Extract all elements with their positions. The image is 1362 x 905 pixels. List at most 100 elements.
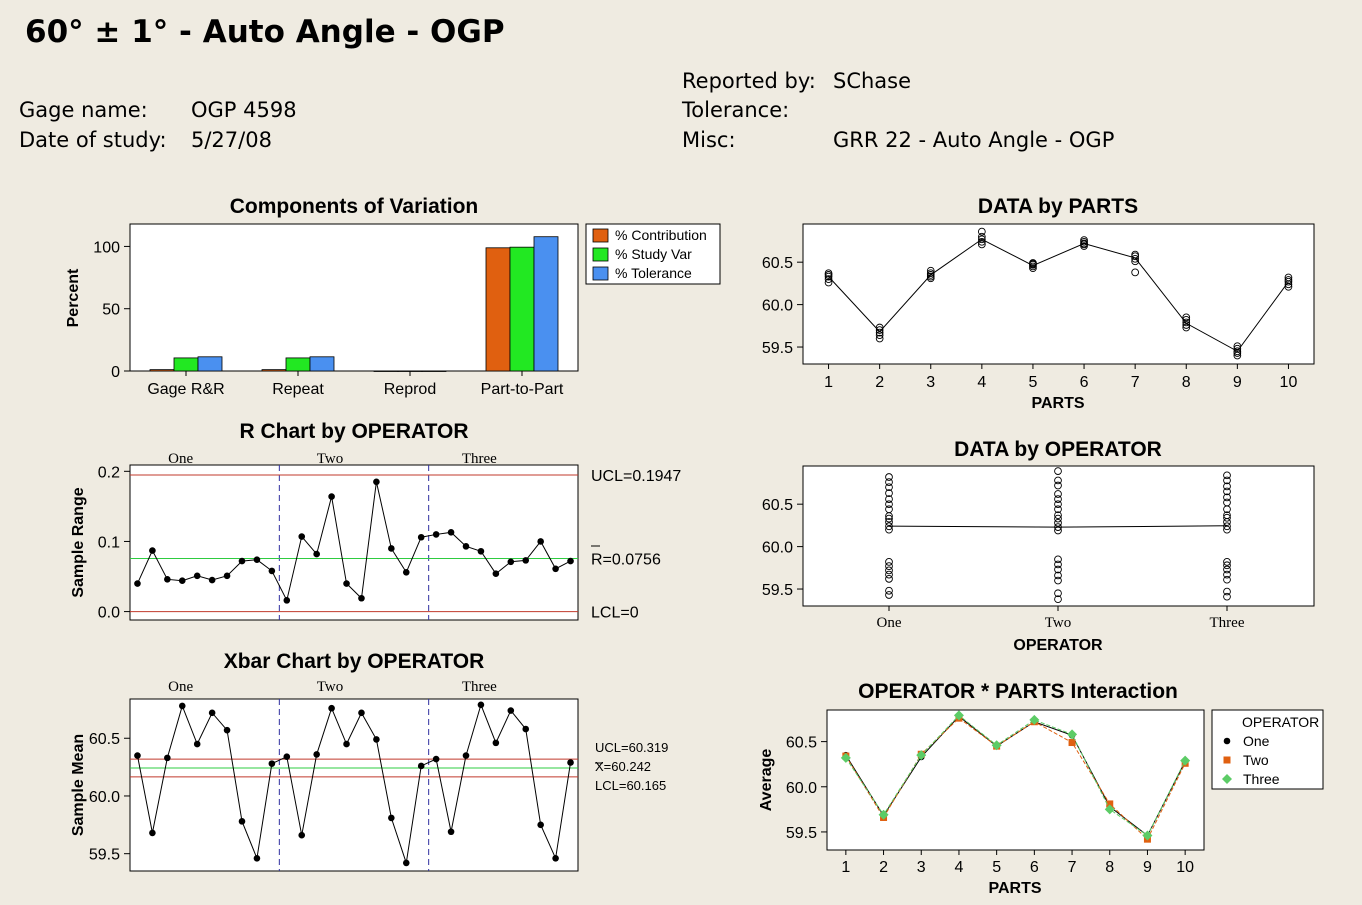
rchart-group-label: Three [462, 451, 497, 467]
byoperator-point [1054, 495, 1062, 503]
components-bar [421, 370, 447, 372]
byoperator-point [1223, 525, 1231, 534]
rchart-point [522, 557, 530, 564]
rchart-ylabel: Sample Range [70, 487, 87, 597]
rchart-point [552, 565, 559, 573]
tolerance-label: Tolerance: [682, 98, 790, 122]
rchart-point [462, 543, 470, 550]
interaction-ytick-label: 60.0 [786, 780, 817, 797]
xbar-point [492, 739, 500, 747]
byparts-point [875, 328, 884, 337]
byparts-xtick-label: 7 [1131, 374, 1140, 391]
byoperator-plot-area [802, 465, 1315, 607]
interaction-point [991, 740, 1002, 751]
components-bar [285, 357, 311, 372]
xbar-point [298, 831, 306, 839]
byparts-plot-area [802, 223, 1315, 365]
xbar-group-label: One [168, 679, 193, 695]
byoperator-point [1054, 467, 1062, 475]
interaction-xtick-label: 5 [992, 859, 1001, 876]
components-bar [485, 247, 511, 372]
components-legend-label: % Study Var [615, 246, 692, 262]
byoperator-point [1054, 589, 1062, 598]
xbar-point [208, 709, 216, 717]
interaction-point [1067, 729, 1078, 740]
interaction-legend-marker [1223, 737, 1231, 745]
interaction-point [1142, 830, 1153, 841]
interaction-legend-marker [1222, 774, 1232, 784]
interaction-ytick-label: 60.5 [786, 735, 817, 752]
interaction-point [916, 750, 927, 761]
rchart-point [402, 569, 410, 576]
components-bar [149, 369, 175, 372]
components-ytick-label: 50 [102, 302, 120, 319]
components-legend-swatch [592, 247, 609, 262]
components-legend-swatch [592, 266, 609, 281]
xbar-point [522, 725, 530, 733]
xbar-point [328, 704, 335, 712]
byparts-xtick-label: 9 [1233, 374, 1242, 391]
interaction-xtick-label: 10 [1176, 859, 1194, 876]
rchart-center-label: R=0.0756 [591, 552, 661, 569]
interaction-ytick-label: 59.5 [786, 825, 817, 842]
xbar-point [432, 755, 440, 763]
interaction-point [1180, 755, 1191, 766]
byparts-point [1182, 323, 1191, 332]
byoperator-point [1054, 560, 1062, 569]
byoperator-point [885, 495, 893, 503]
xbar-ucl-label: UCL=60.319 [595, 740, 668, 755]
byparts-point [1029, 259, 1037, 267]
components-ytick-label: 0 [111, 364, 120, 381]
rchart-plot-area [129, 464, 579, 621]
byoperator-point [885, 478, 893, 486]
rchart-point [283, 597, 291, 604]
byoperator-xtick-label: One [877, 615, 902, 631]
byoperator-point [1054, 505, 1062, 514]
interaction-legend-marker [1223, 756, 1231, 764]
interaction-legend-title: OPERATOR [1242, 714, 1319, 730]
xbar-ylabel: Sample Mean [70, 734, 87, 836]
byoperator-point [885, 566, 893, 575]
interaction-title: OPERATOR * PARTS Interaction [858, 680, 1178, 703]
byparts-point [977, 232, 986, 241]
xbar-point [253, 855, 261, 862]
components-bar [397, 370, 423, 372]
byparts-xtick-label: 1 [824, 374, 833, 391]
byparts-point [1233, 347, 1242, 356]
rchart-group-label: One [168, 451, 193, 467]
xbar-point [223, 726, 231, 734]
xbar-point [178, 702, 186, 710]
byoperator-point [1054, 518, 1062, 527]
byoperator-ytick-label: 59.5 [762, 582, 793, 599]
xbar-point [283, 753, 291, 761]
rchart-point [238, 557, 246, 565]
components-ylabel: Percent [65, 268, 82, 327]
rchart-point [193, 572, 201, 580]
interaction-xlabel: PARTS [988, 880, 1041, 897]
xbar-point [402, 859, 410, 867]
byoperator-xlabel: OPERATOR [1013, 637, 1103, 654]
byparts-ytick-label: 60.5 [762, 255, 793, 272]
interaction-xtick-label: 3 [917, 859, 926, 876]
byoperator-point [885, 562, 893, 570]
gage-name-label: Gage name: [19, 98, 148, 122]
xbar-group-label: Three [462, 679, 497, 695]
rchart-point [253, 556, 261, 563]
rchart-point [417, 533, 425, 541]
components-legend-swatch [592, 228, 609, 243]
byparts-point [1182, 313, 1191, 322]
xbar-point [373, 736, 380, 743]
xbar-ytick-label: 60.5 [89, 731, 120, 748]
byparts-point [926, 269, 935, 278]
byoperator-point [1054, 571, 1062, 580]
xbar-point [149, 829, 156, 837]
byoperator-point [1223, 482, 1231, 491]
byoperator-point [1054, 514, 1062, 523]
xbar-title: Xbar Chart by OPERATOR [224, 650, 485, 673]
xbar-point [164, 754, 171, 762]
rchart-point [432, 531, 440, 538]
xbar-lcl-label: LCL=60.165 [595, 778, 666, 793]
byparts-mean-line [828, 238, 1289, 352]
byoperator-point [885, 586, 893, 595]
